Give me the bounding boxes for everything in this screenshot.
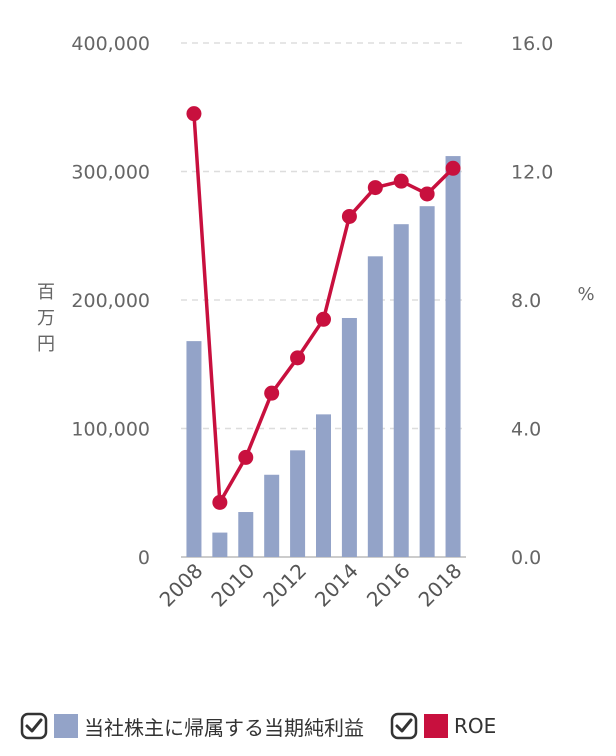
roe-point xyxy=(316,311,331,327)
bar xyxy=(212,532,228,557)
right-axis-tick-label: 12.0 xyxy=(511,162,553,184)
bar xyxy=(290,450,306,557)
left-axis-label-char: 万 xyxy=(37,308,55,329)
x-axis-tick-label: 2012 xyxy=(258,559,311,612)
bar xyxy=(445,156,461,557)
checkbox-checked-icon[interactable] xyxy=(20,712,48,740)
legend-label: 当社株主に帰属する当期純利益 xyxy=(84,715,364,740)
bar xyxy=(238,512,254,557)
legend-item-net-income[interactable]: 当社株主に帰属する当期純利益 xyxy=(20,712,364,741)
right-axis-tick-label: 8.0 xyxy=(511,290,541,312)
roe-point xyxy=(393,173,409,189)
x-axis-tick-label: 2010 xyxy=(206,559,259,612)
right-axis-tick-label: 16.0 xyxy=(511,33,553,55)
roe-point xyxy=(186,106,202,122)
left-axis-label-char: 円 xyxy=(37,334,55,355)
right-axis-label: % xyxy=(577,284,594,305)
left-axis-tick-label: 200,000 xyxy=(71,290,150,312)
bar xyxy=(341,317,357,557)
roe-point xyxy=(290,350,306,366)
left-axis: 0 100,000 200,000 300,000 400,000 xyxy=(71,33,150,569)
right-axis: 0.0 4.0 8.0 12.0 16.0 xyxy=(511,33,553,569)
legend-label: ROE xyxy=(454,714,497,738)
bar-series xyxy=(186,156,461,557)
roe-point xyxy=(238,449,254,465)
roe-point xyxy=(264,385,280,401)
left-axis-label-char: 百 xyxy=(37,282,55,303)
left-axis-tick-label: 0 xyxy=(138,547,150,569)
x-axis-tick-label: 2018 xyxy=(414,559,467,612)
legend-swatch xyxy=(424,714,448,738)
bar xyxy=(393,224,409,557)
bar xyxy=(316,414,331,557)
line-series xyxy=(186,106,461,510)
roe-point xyxy=(419,186,435,202)
roe-point xyxy=(367,180,383,196)
left-axis-tick-label: 300,000 xyxy=(71,162,150,184)
checkbox-checked-icon[interactable] xyxy=(390,712,418,740)
legend: 当社株主に帰属する当期純利益 ROE xyxy=(20,704,610,748)
right-axis-tick-label: 0.0 xyxy=(511,547,541,569)
bar xyxy=(367,256,383,557)
bar xyxy=(419,206,435,557)
bar xyxy=(264,474,280,557)
legend-item-roe[interactable]: ROE xyxy=(390,712,496,740)
roe-point xyxy=(445,160,461,176)
chart-area: 0 100,000 200,000 300,000 400,000 0.0 4.0 8.0 1… xyxy=(37,33,595,612)
right-axis-tick-label: 4.0 xyxy=(511,419,541,441)
roe-point xyxy=(341,208,357,224)
x-axis-tick-label: 2008 xyxy=(155,559,208,612)
roe-point xyxy=(212,494,228,510)
legend-swatch xyxy=(54,714,78,738)
x-axis-tick-label: 2016 xyxy=(362,559,415,612)
x-axis-tick-label: 2014 xyxy=(310,559,363,612)
bar xyxy=(186,341,202,557)
left-axis-tick-label: 100,000 xyxy=(71,419,150,441)
left-axis-tick-label: 400,000 xyxy=(71,33,150,55)
